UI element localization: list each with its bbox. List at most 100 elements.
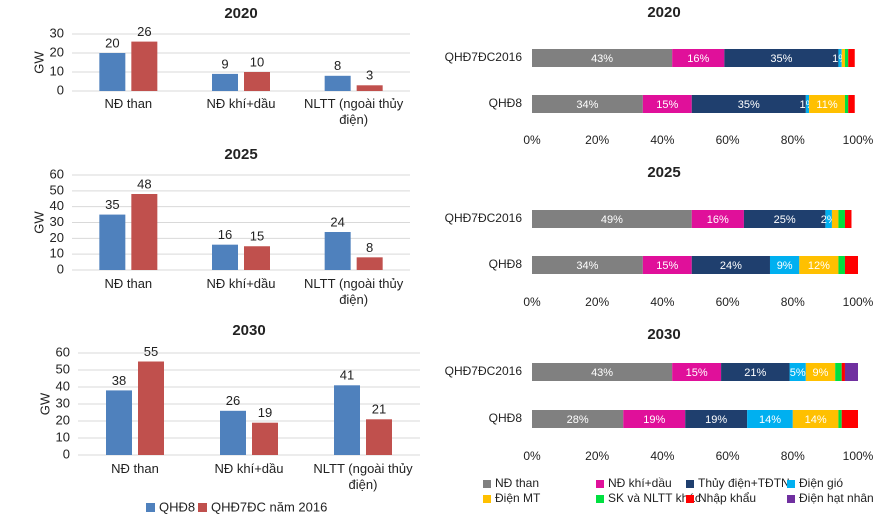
bar-segment (831, 210, 839, 228)
bar-segment (691, 256, 770, 274)
data-label: 9 (221, 56, 228, 71)
data-label: 8 (366, 240, 373, 255)
x-tick-label: NLTT (ngoài thủy điện) (304, 96, 404, 127)
y-tick-label: 20 (50, 230, 64, 245)
bar-segment (838, 210, 845, 228)
bar-segment (532, 363, 673, 381)
bar (131, 41, 158, 91)
legend-swatch (596, 495, 604, 503)
bar (220, 410, 246, 455)
bar-segment (799, 256, 839, 274)
x-tick-label: 80% (781, 133, 805, 147)
data-label: 15% (656, 99, 678, 111)
bar-segment (532, 95, 643, 113)
data-label: 25% (774, 214, 796, 226)
x-tick-label: NLTT (ngoài thủy điện) (304, 276, 404, 307)
data-label: 43% (591, 367, 613, 379)
data-label: 15% (656, 260, 678, 272)
x-tick-label: 40% (650, 295, 674, 309)
data-label: 16% (687, 53, 709, 65)
y-tick-label: 50 (56, 361, 70, 376)
data-label: 19% (643, 414, 665, 426)
bar-segment (532, 410, 624, 428)
bar (99, 214, 126, 270)
data-label: 12% (808, 260, 830, 272)
data-label: 34% (576, 260, 598, 272)
data-label: 21 (372, 402, 386, 417)
y-tick-label: 30 (50, 214, 64, 229)
x-tick-label: NLTT (ngoài thủy điện) (313, 461, 413, 492)
bar-segment (805, 95, 810, 113)
y-tick-label: 0 (63, 446, 70, 461)
legend-label: NĐ khí+dầu (608, 476, 672, 490)
bar-segment (789, 363, 806, 381)
y-tick-label: QHĐ8 (489, 96, 523, 110)
x-tick-label: NĐ than (111, 461, 159, 476)
data-label: 16% (707, 214, 729, 226)
y-tick-label: 60 (50, 166, 64, 181)
legend-label: SK và NLTT khác (608, 491, 701, 505)
data-label: 28% (567, 414, 589, 426)
y-tick-label: 40 (50, 198, 64, 213)
y-tick-label: 30 (50, 25, 64, 40)
bar-segment (844, 95, 849, 113)
data-label: 20 (105, 35, 119, 50)
bar (244, 246, 270, 270)
x-tick-label: 0% (523, 133, 541, 147)
y-tick-label: QHĐ7ĐC2016 (445, 211, 523, 225)
y-tick-label: QHĐ7ĐC2016 (445, 50, 523, 64)
y-tick-label: 40 (56, 378, 70, 393)
y-tick-label: 50 (50, 182, 64, 197)
legend-label: NĐ than (495, 476, 539, 490)
bar (356, 85, 383, 91)
data-label: 49% (601, 214, 623, 226)
bar-segment (672, 49, 725, 67)
bar-segment (844, 49, 849, 67)
data-label: 9% (777, 260, 793, 272)
data-label: 11% (816, 99, 837, 111)
y-tick-label: 60 (56, 344, 70, 359)
legend-swatch (483, 480, 491, 488)
bar-segment (805, 363, 836, 381)
data-label: 43% (591, 53, 613, 65)
x-tick-label: NĐ than (104, 276, 153, 291)
bar-segment (838, 410, 842, 428)
bar-segment (841, 410, 858, 428)
bar-segment (844, 210, 852, 228)
data-label: 21% (744, 367, 766, 379)
legend-label: Điện gió (799, 476, 843, 490)
bar-segment (721, 363, 790, 381)
data-label: 19% (705, 414, 727, 426)
chart-title: 2030 (647, 326, 680, 343)
bar (131, 194, 158, 270)
data-label: 16 (218, 227, 232, 242)
data-label: 26 (137, 24, 151, 39)
legend-swatch (483, 495, 491, 503)
bar (324, 75, 351, 91)
data-label: 24 (330, 214, 344, 229)
legend-label: Thủy điện+TĐTN (698, 476, 790, 490)
y-tick-label: 30 (56, 395, 70, 410)
legend-swatch (787, 495, 795, 503)
chart-title: 2025 (224, 146, 257, 163)
y-axis-label: GW (31, 211, 46, 234)
bar (99, 53, 126, 91)
bar-segment (623, 410, 686, 428)
bar-segment (685, 410, 748, 428)
x-tick-label: 20% (585, 295, 609, 309)
bar-segment (747, 410, 793, 428)
x-tick-label: 100% (843, 449, 874, 463)
bar-segment (691, 95, 806, 113)
data-label: 35% (770, 53, 792, 65)
data-label: 14% (805, 414, 827, 426)
legend-label: QHĐ7ĐC năm 2016 (211, 499, 327, 514)
x-tick-label: 100% (843, 133, 874, 147)
bar-segment (809, 95, 845, 113)
x-tick-label: 20% (585, 133, 609, 147)
y-tick-label: QHĐ8 (489, 257, 523, 271)
bar (324, 232, 351, 270)
bar (138, 361, 164, 455)
data-label: 10 (250, 54, 264, 69)
y-tick-label: 10 (56, 429, 70, 444)
